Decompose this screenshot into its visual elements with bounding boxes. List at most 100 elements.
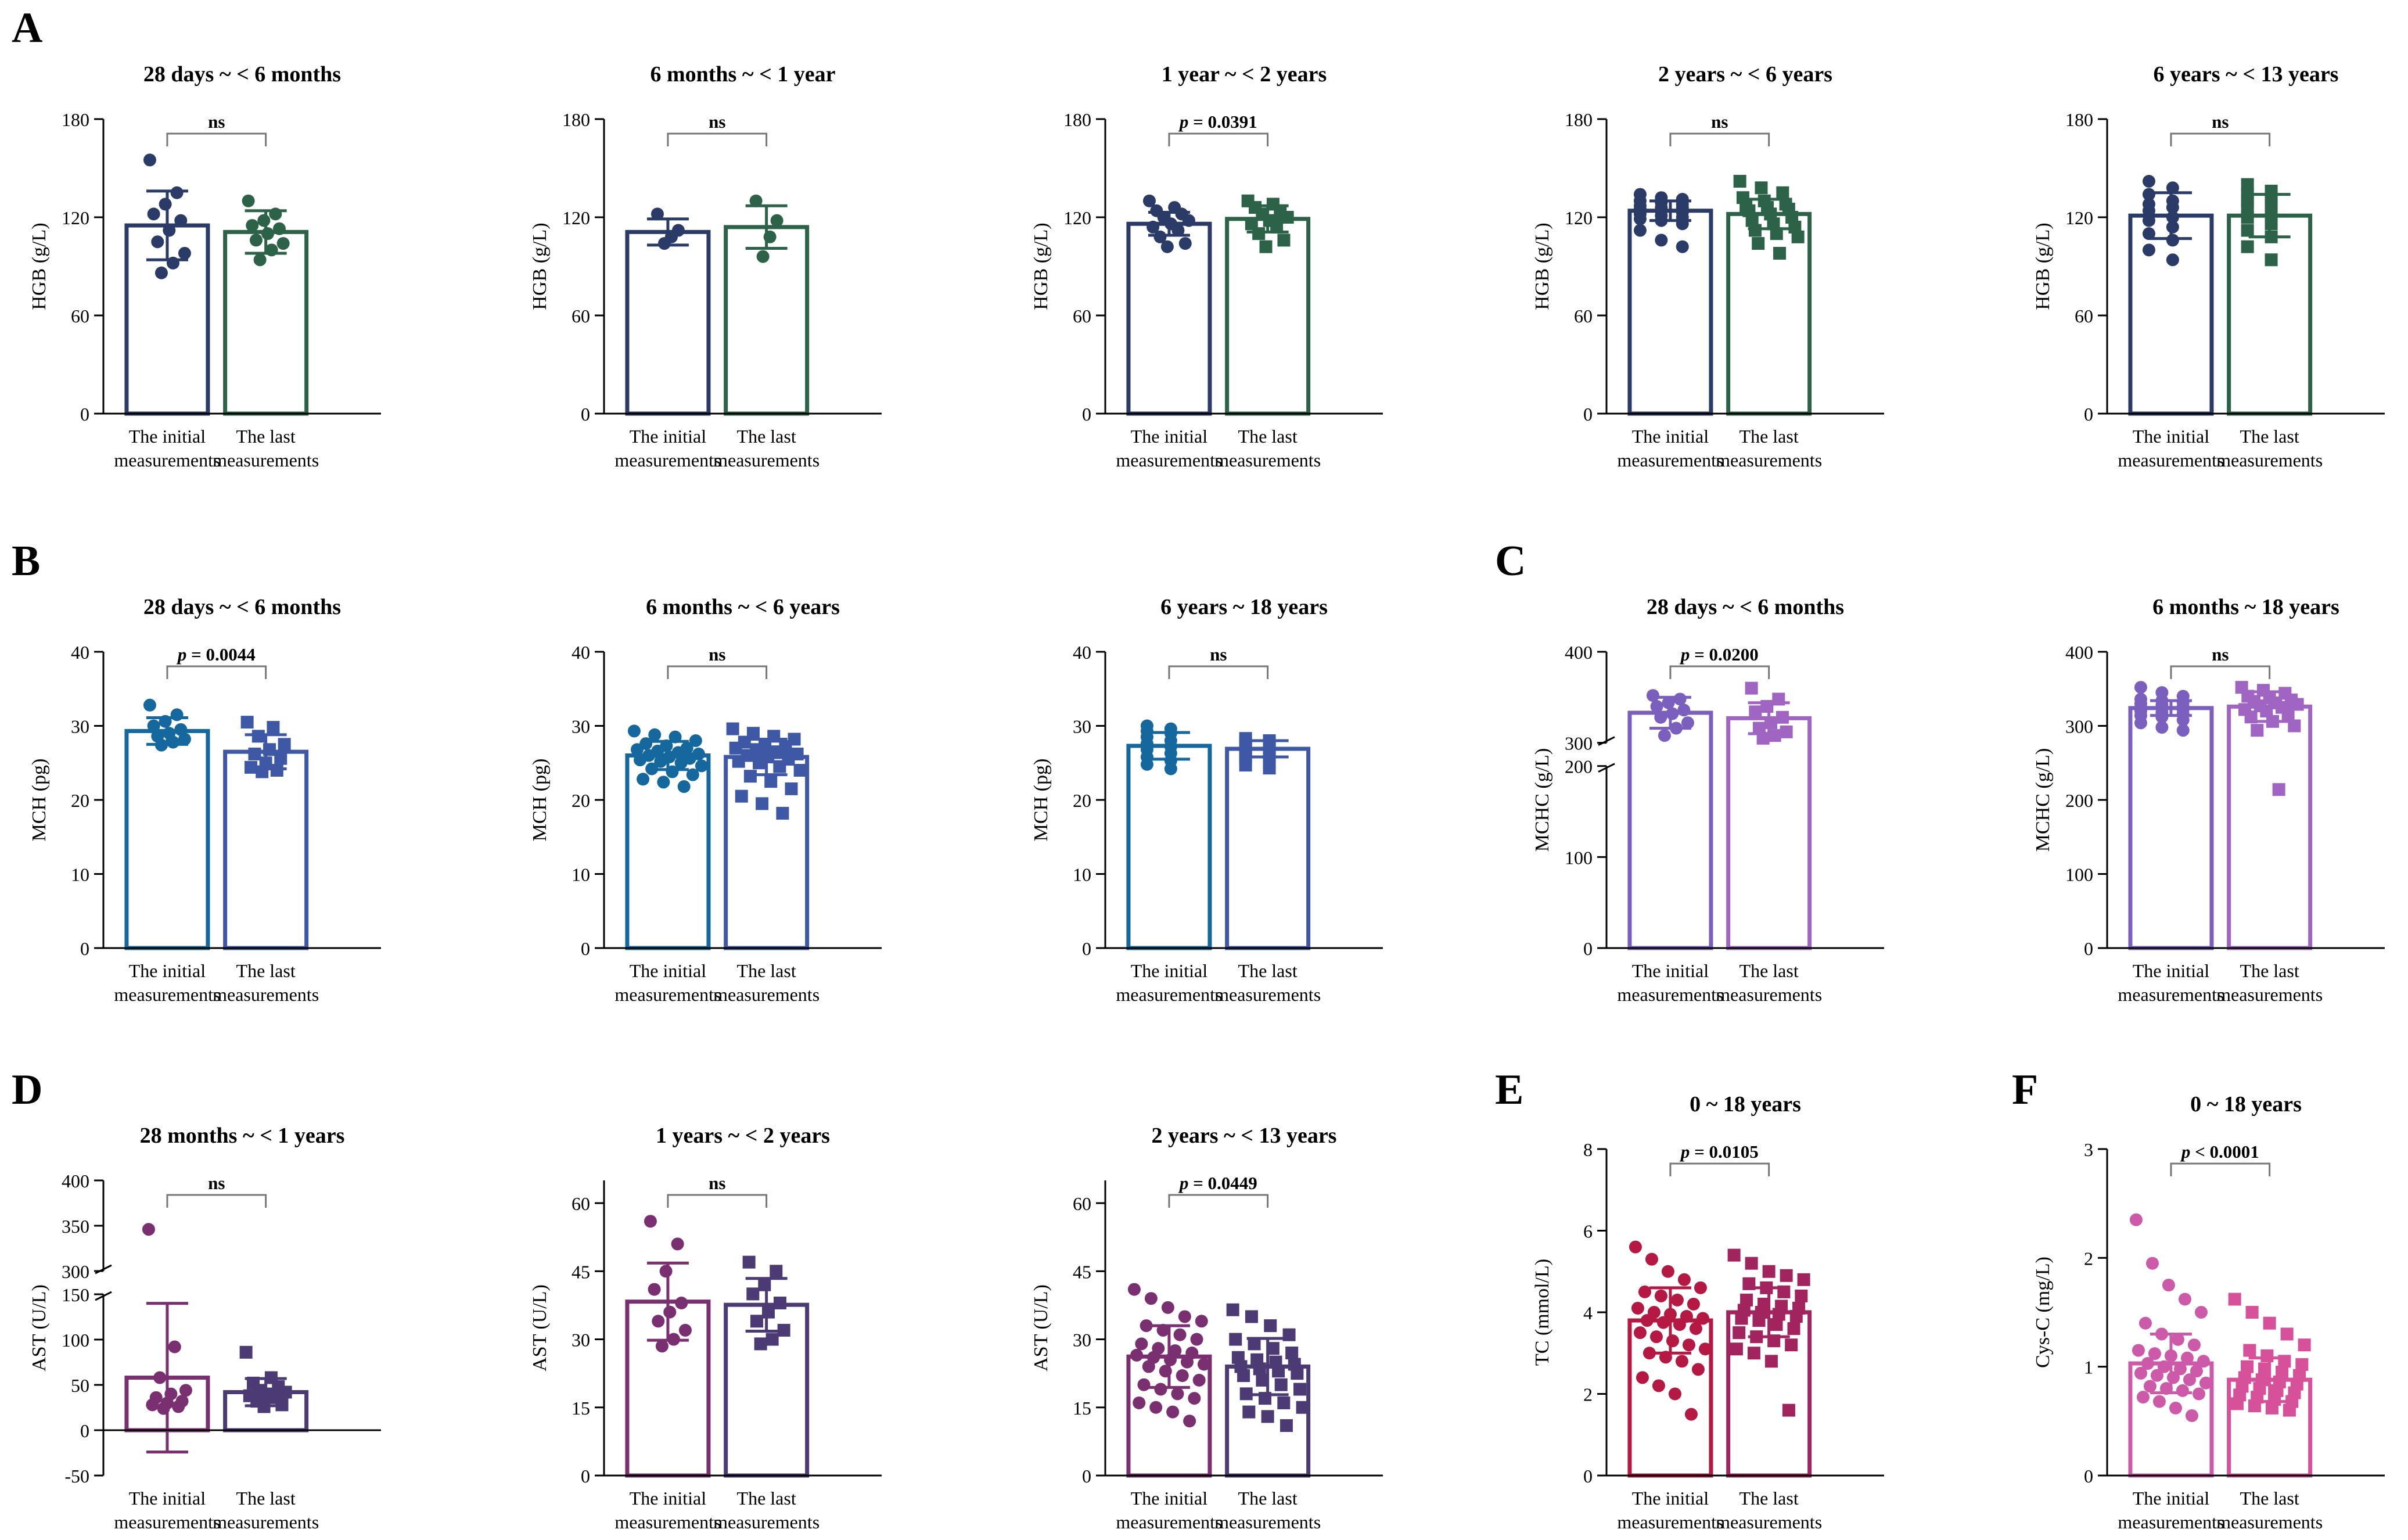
data-point [2280, 1327, 2294, 1341]
x-tick-label: The initial [630, 960, 707, 981]
data-point [1785, 1338, 1798, 1352]
data-point [2276, 1366, 2289, 1379]
data-point [1677, 703, 1691, 717]
data-point [1675, 1355, 1688, 1368]
chart-panel-2: 6 months ~ < 1 year 0 60 120 180 HGB (g/L) The… [529, 62, 882, 471]
axis-break-mark [95, 1291, 112, 1301]
data-point [637, 773, 650, 786]
panel-letter: A [12, 4, 42, 52]
x-tick-label: The last [2240, 960, 2299, 981]
x-tick-label: measurements [2118, 450, 2224, 471]
data-point [726, 722, 739, 735]
data-point [1195, 1315, 1208, 1328]
y-tick-label: 120 [62, 207, 89, 228]
data-point [1171, 224, 1185, 237]
y-tick-label: 200 [2065, 790, 2093, 811]
data-point [2169, 1401, 2182, 1415]
significance-label: p = 0.0105 [1679, 1141, 1759, 1162]
chart-title: 2 years ~ < 13 years [1152, 1123, 1337, 1148]
data-point [249, 234, 263, 247]
data-point [2241, 178, 2254, 191]
x-tick-label: measurements [1116, 984, 1222, 1005]
data-point [1149, 1401, 1163, 1414]
chart-title: 28 days ~ < 6 months [1647, 595, 1844, 619]
y-axis-label: AST (U/L) [28, 1284, 50, 1372]
significance-label: ns [1711, 112, 1728, 132]
data-point [2180, 1351, 2194, 1365]
y-tick-label: 10 [572, 864, 590, 885]
data-point [154, 266, 168, 279]
data-point [170, 708, 184, 721]
data-point [2152, 1395, 2166, 1408]
data-point [657, 776, 670, 789]
data-point [1285, 1346, 1299, 1359]
data-point [749, 194, 763, 207]
x-tick-label: measurements [1214, 450, 1321, 471]
data-point [2166, 253, 2179, 267]
data-point [2272, 783, 2285, 796]
data-point [1770, 1318, 1783, 1331]
data-point [2265, 207, 2278, 221]
data-point [1127, 1283, 1141, 1296]
data-point [1770, 227, 1783, 240]
data-point [2134, 716, 2147, 730]
data-point [1649, 1330, 1663, 1344]
data-point [1226, 1303, 1239, 1316]
data-point [654, 755, 667, 768]
data-point [278, 738, 291, 751]
data-point [1684, 1408, 1698, 1421]
data-point [1636, 1371, 1649, 1384]
data-point [1239, 759, 1252, 772]
data-point [2187, 1338, 2201, 1352]
significance-label: ns [1210, 644, 1227, 665]
data-point [2148, 1347, 2161, 1360]
data-point [147, 719, 160, 733]
x-tick-label: measurements [713, 1512, 820, 1532]
y-tick-label: 60 [1574, 306, 1593, 326]
y-axis-label: MCHC (g/L) [1532, 748, 1553, 852]
data-point [1668, 1387, 1681, 1401]
data-point [1252, 227, 1266, 240]
x-tick-label: measurements [614, 1512, 721, 1532]
x-tick-label: The initial [129, 1488, 206, 1509]
data-point [1733, 1326, 1746, 1340]
data-point [1740, 1293, 1753, 1306]
data-point [2150, 1369, 2163, 1382]
data-point [1166, 1405, 1180, 1419]
x-tick-label: measurements [2216, 984, 2323, 1005]
y-tick-label: 0 [1082, 404, 1091, 425]
y-tick-label: 100 [1565, 847, 1593, 868]
data-point [270, 764, 283, 777]
data-point [754, 1337, 767, 1351]
bar [1126, 744, 1212, 950]
data-point [1638, 1285, 1651, 1298]
data-point [1673, 692, 1687, 706]
data-point [2142, 188, 2155, 201]
significance-bracket [667, 132, 768, 146]
bar [1225, 746, 1311, 950]
y-axis-label: AST (U/L) [529, 1284, 551, 1372]
x-tick-label: The initial [2133, 1488, 2210, 1509]
data-point [630, 743, 644, 756]
y-tick-label: 150 [62, 1284, 89, 1305]
chart-title: 0 ~ 18 years [2190, 1092, 2302, 1117]
data-point [272, 222, 286, 235]
y-tick-label: 60 [2075, 306, 2093, 326]
y-tick-label: 300 [1565, 733, 1593, 754]
data-point [2194, 1306, 2208, 1319]
data-point [174, 723, 188, 736]
panel-letter: C [1495, 537, 1526, 585]
data-point [1277, 1396, 1291, 1409]
data-point [634, 753, 647, 767]
x-tick-label: The initial [1131, 960, 1208, 981]
bar [1726, 211, 1812, 416]
significance-bracket [1669, 132, 1770, 146]
data-point [793, 764, 807, 777]
chart-title: 0 ~ 18 years [1690, 1092, 1801, 1117]
significance-label: ns [2212, 112, 2229, 132]
data-point [2178, 1293, 2191, 1306]
data-point [2263, 1316, 2276, 1330]
significance-label: ns [709, 1173, 725, 1193]
data-point [1782, 1403, 1795, 1417]
y-tick-label: 40 [71, 642, 89, 663]
